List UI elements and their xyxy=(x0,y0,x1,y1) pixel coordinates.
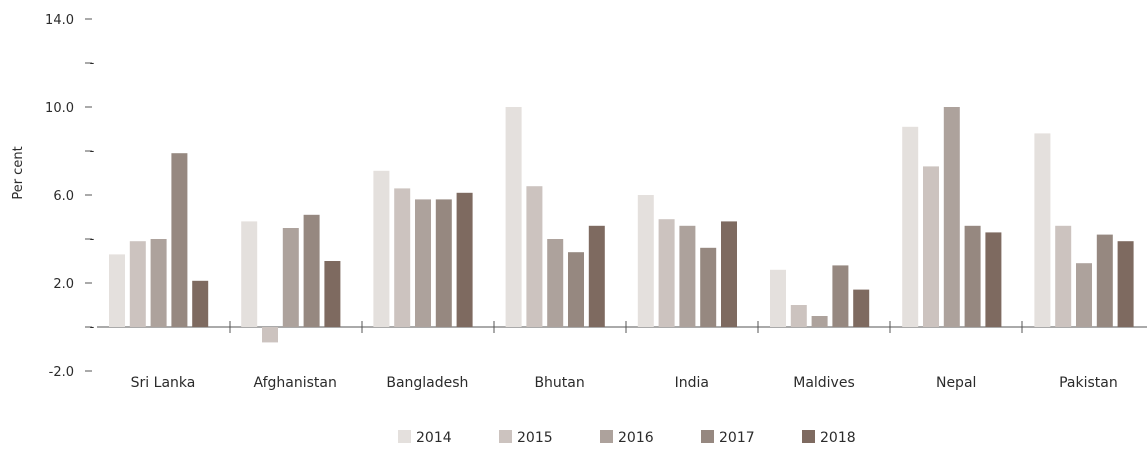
legend-swatch xyxy=(499,430,512,443)
bar xyxy=(282,228,299,327)
category-label: India xyxy=(675,375,709,391)
bar xyxy=(262,327,278,343)
bar xyxy=(902,126,919,327)
bar xyxy=(456,192,473,327)
legend-swatch xyxy=(802,430,815,443)
bar xyxy=(770,269,786,327)
bar xyxy=(943,107,960,327)
bar xyxy=(547,239,564,327)
bar xyxy=(700,247,717,327)
y-tick-label: 14.0 xyxy=(45,13,74,28)
bar xyxy=(1034,133,1051,327)
category-label: Bhutan xyxy=(534,375,584,391)
category-label: Maldives xyxy=(793,375,855,391)
legend-label: 2017 xyxy=(719,430,755,446)
y-tick-label: 2.0 xyxy=(53,277,74,292)
bar xyxy=(129,241,146,327)
category-label: Bangladesh xyxy=(386,375,468,391)
y-tick-label: - xyxy=(90,232,95,247)
bar xyxy=(1076,263,1092,327)
bar xyxy=(588,225,605,327)
category-label: Sri Lanka xyxy=(131,375,196,391)
bar xyxy=(985,232,1002,327)
bar xyxy=(811,316,828,327)
bar xyxy=(171,153,188,327)
bar xyxy=(415,199,431,327)
bar xyxy=(241,221,258,327)
bar xyxy=(109,254,125,327)
bar xyxy=(1117,241,1134,327)
bar xyxy=(150,239,167,327)
legend-label: 2014 xyxy=(416,430,452,446)
x-axis: Sri Lanka Afghanistan Bangladesh Bhutan Indi… xyxy=(97,321,1147,391)
bar xyxy=(721,221,737,327)
legend-swatch xyxy=(701,430,714,443)
bar xyxy=(435,199,452,327)
bar xyxy=(658,219,675,327)
legend: 2014 2015 2016 2017 2018 xyxy=(398,430,856,446)
legend-label: 2016 xyxy=(618,430,654,446)
bar xyxy=(394,188,411,327)
bar xyxy=(373,170,390,327)
bar xyxy=(790,305,807,327)
y-tick-label: -2.0 xyxy=(49,365,74,380)
legend-swatch xyxy=(600,430,613,443)
y-axis: -2.0-2.0-6.0-10.0-14.0 xyxy=(45,13,95,380)
category-label: Pakistan xyxy=(1059,375,1118,391)
y-tick-label: 6.0 xyxy=(53,189,74,204)
bar xyxy=(637,195,654,327)
y-tick-label: - xyxy=(90,320,95,335)
bar xyxy=(192,280,209,327)
bar xyxy=(923,166,939,327)
bar xyxy=(679,225,696,327)
bar xyxy=(853,289,870,327)
legend-label: 2018 xyxy=(820,430,856,446)
bar xyxy=(505,107,522,327)
legend-swatch xyxy=(398,430,411,443)
legend-label: 2015 xyxy=(517,430,553,446)
y-tick-label: - xyxy=(90,144,95,159)
bar xyxy=(303,214,320,327)
bar xyxy=(324,261,341,327)
category-label: Afghanistan xyxy=(254,375,337,391)
bar xyxy=(964,225,981,327)
y-tick-label: 10.0 xyxy=(45,101,74,116)
bars xyxy=(109,107,1134,343)
bar xyxy=(1096,234,1113,327)
category-label: Nepal xyxy=(936,375,976,391)
bar xyxy=(1055,225,1072,327)
y-tick-label: - xyxy=(90,56,95,71)
bar xyxy=(568,252,584,327)
bar xyxy=(832,265,849,327)
bar xyxy=(526,186,543,327)
y-axis-title: Per cent xyxy=(11,146,26,199)
